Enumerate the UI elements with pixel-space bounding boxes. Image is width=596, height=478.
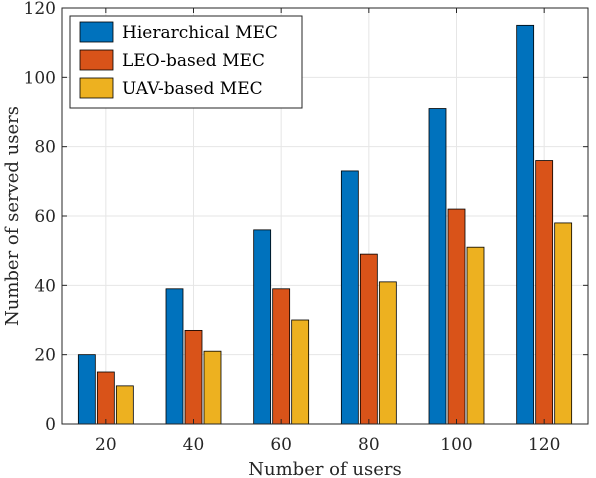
legend: Hierarchical MEC LEO-based MEC UAV-based M… bbox=[69, 15, 303, 109]
legend-label: Hierarchical MEC bbox=[122, 23, 278, 43]
x-tick-label: 20 bbox=[95, 435, 117, 455]
bar bbox=[203, 350, 222, 425]
x-tick-label: 40 bbox=[183, 435, 205, 455]
legend-swatch bbox=[79, 49, 114, 71]
x-tick-label: 80 bbox=[358, 435, 380, 455]
bar bbox=[466, 246, 485, 425]
legend-label: UAV-based MEC bbox=[122, 79, 263, 99]
bar bbox=[428, 108, 447, 425]
bar bbox=[115, 385, 134, 425]
bar bbox=[554, 222, 573, 425]
bar bbox=[291, 319, 310, 425]
x-tick-labels: 20 40 60 80 100 120 bbox=[95, 435, 560, 455]
y-tick-label: 0 bbox=[45, 415, 56, 435]
bar bbox=[165, 288, 184, 425]
x-axis-label: Number of users bbox=[248, 459, 401, 478]
axis-ticks bbox=[62, 7, 588, 425]
x-tick-label: 120 bbox=[528, 435, 560, 455]
bar bbox=[447, 208, 466, 425]
y-tick-labels: 0 20 40 60 80 100 120 bbox=[24, 0, 56, 435]
bar bbox=[77, 354, 96, 425]
legend-swatch bbox=[79, 77, 114, 99]
legend-label: LEO-based MEC bbox=[122, 51, 265, 71]
bar bbox=[184, 329, 203, 425]
bar bbox=[272, 288, 291, 425]
x-tick-label: 100 bbox=[440, 435, 472, 455]
bar bbox=[359, 253, 378, 425]
y-tick-label: 40 bbox=[34, 276, 56, 296]
bar bbox=[96, 371, 115, 425]
y-tick-label: 120 bbox=[24, 0, 56, 19]
y-tick-label: 60 bbox=[34, 207, 56, 227]
bar bbox=[516, 24, 535, 425]
bar bbox=[253, 229, 272, 425]
bar bbox=[340, 170, 359, 425]
y-tick-label: 20 bbox=[34, 346, 56, 366]
legend-swatch bbox=[79, 21, 114, 43]
bar bbox=[378, 281, 397, 425]
y-tick-label: 100 bbox=[24, 68, 56, 88]
bar bbox=[535, 160, 554, 425]
y-axis-label: Number of served users bbox=[2, 106, 23, 326]
y-tick-label: 80 bbox=[34, 138, 56, 158]
x-tick-label: 60 bbox=[270, 435, 292, 455]
